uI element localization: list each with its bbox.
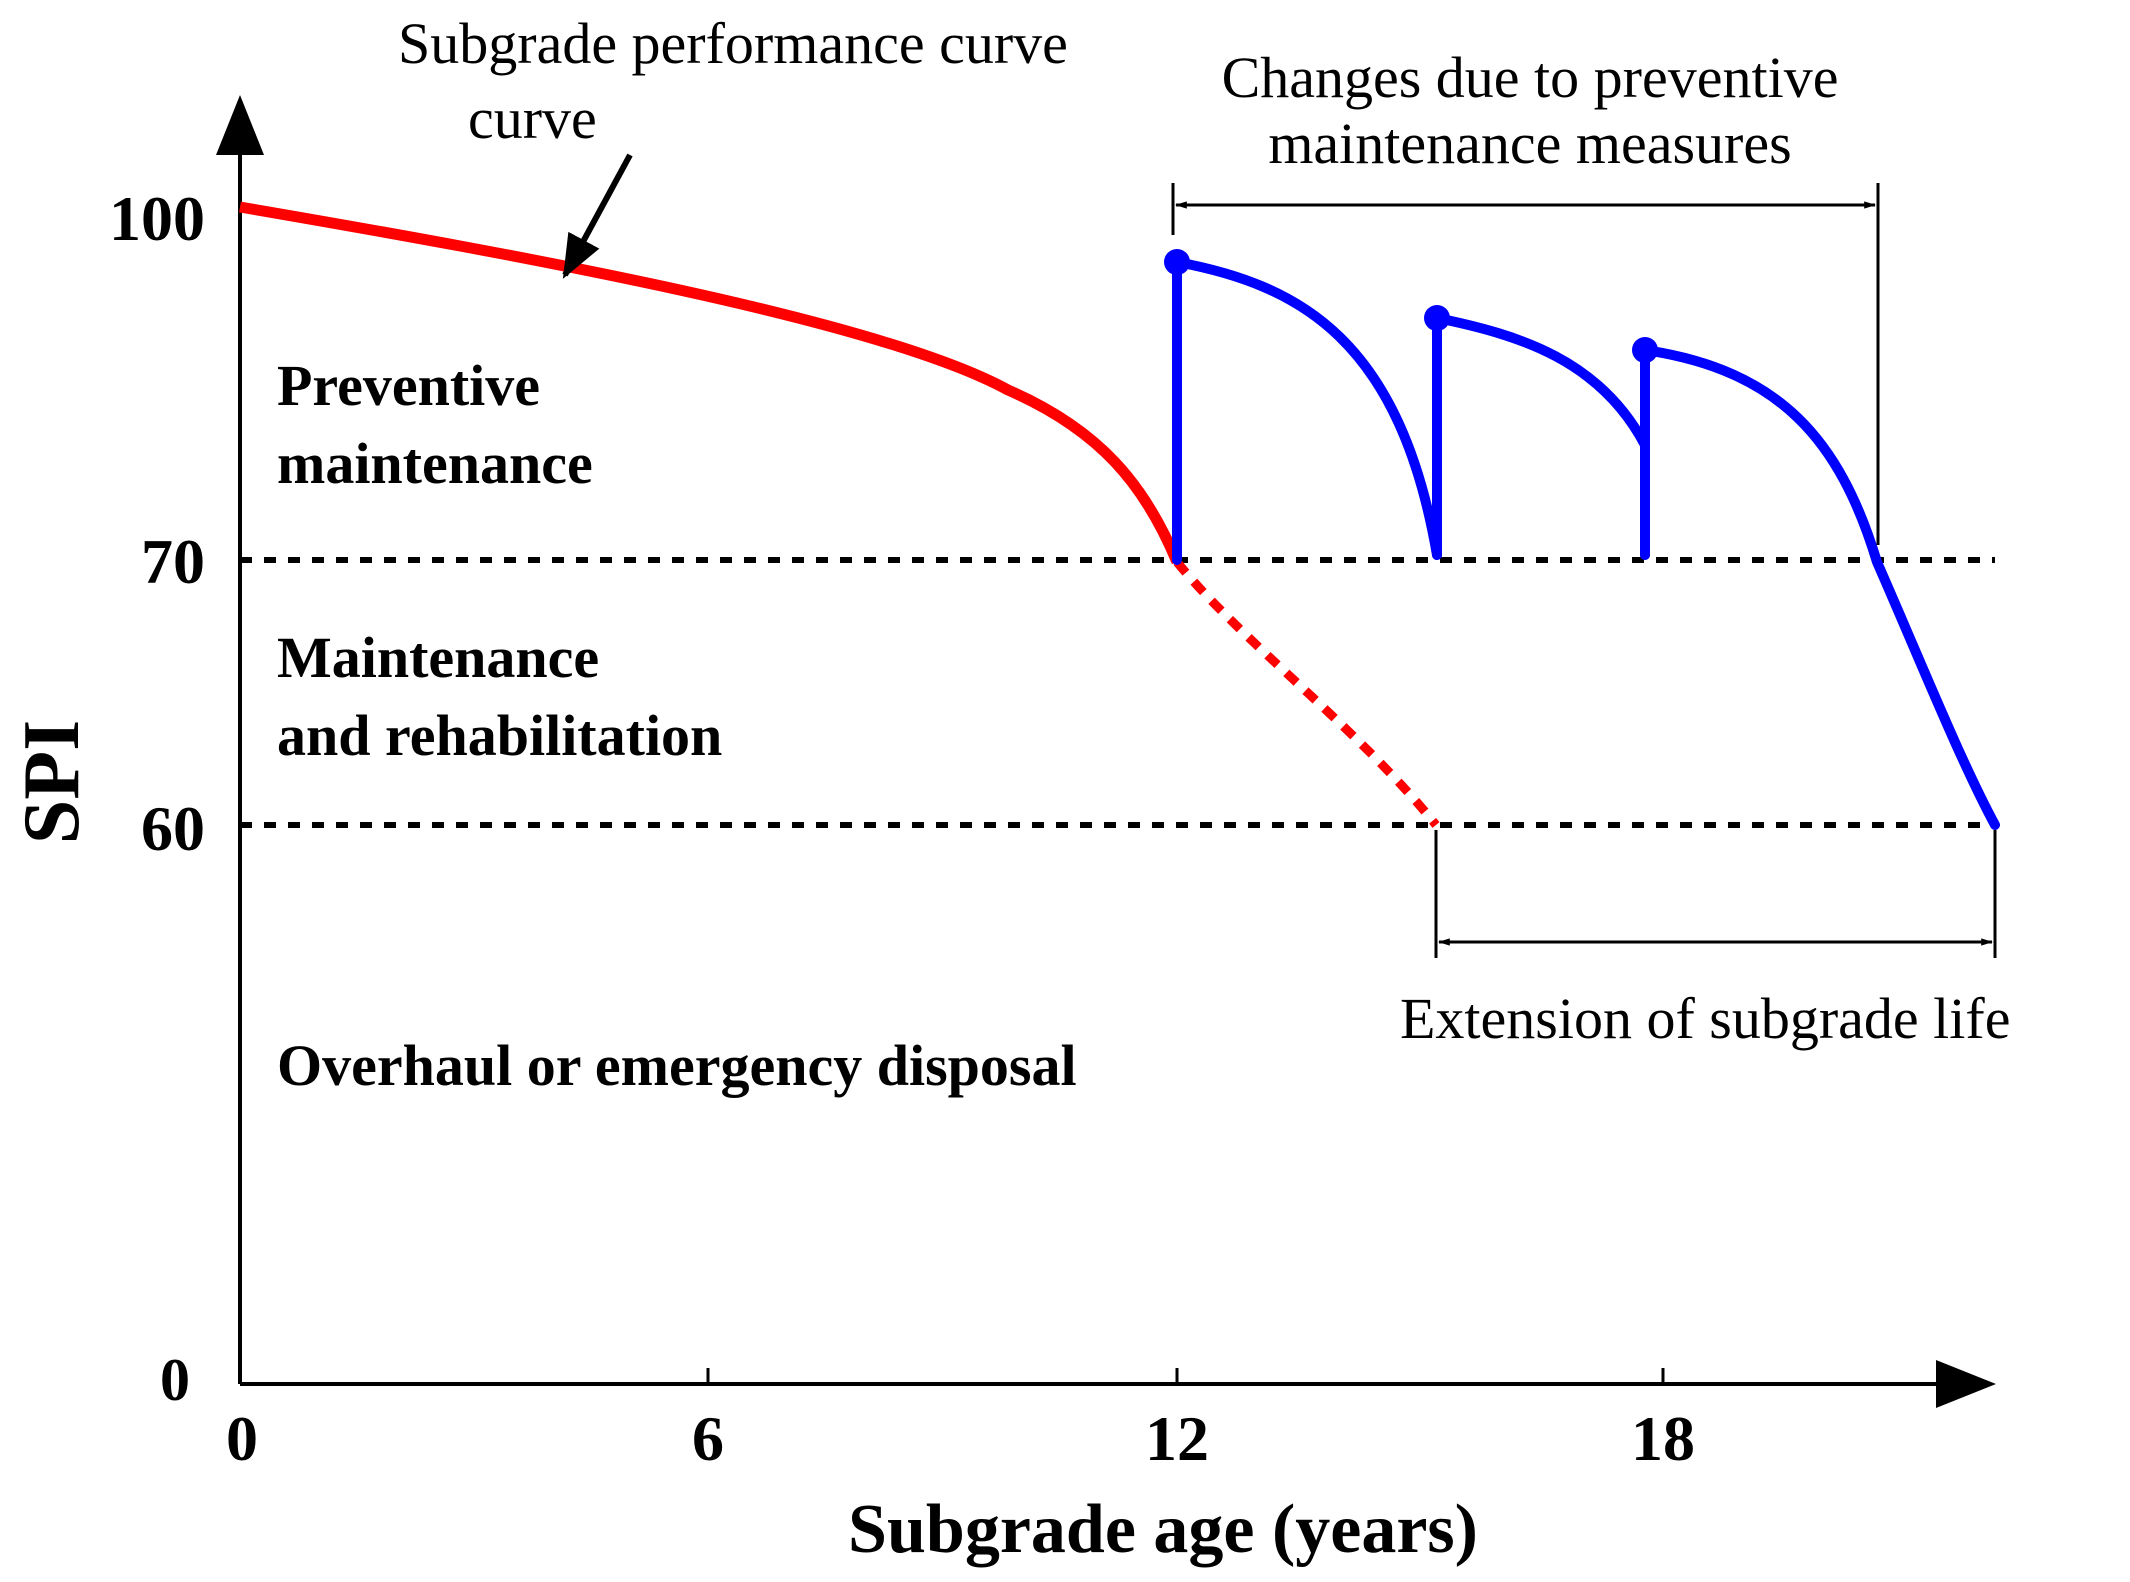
- performance-curve-dotted: [1173, 559, 1440, 828]
- x-tick-18: 18: [1631, 1403, 1695, 1474]
- maintenance-curve-segment-2: [1432, 313, 1650, 560]
- annotation-life-extension: Extension of subgrade life: [1400, 986, 2010, 1051]
- annotation-preventive-line1: Changes due to preventive: [1222, 45, 1839, 110]
- y-tick-100: 100: [109, 183, 205, 254]
- y-axis-label: SPI: [8, 720, 96, 845]
- annotation-performance-line1: Subgrade performance curve: [398, 11, 1068, 76]
- maintenance-point-2: [1424, 305, 1450, 331]
- x-axis-label: Subgrade age (years): [848, 1491, 1478, 1568]
- annotation-preventive-line2: maintenance measures: [1268, 111, 1791, 176]
- region-preventive-line1: Preventive: [277, 353, 540, 418]
- y-tick-70: 70: [141, 526, 205, 597]
- y-axis-arrowhead: [216, 95, 264, 155]
- region-rehab-line2: and rehabilitation: [277, 703, 722, 768]
- maintenance-curve-segment-1: [1172, 257, 1442, 565]
- performance-curve-solid: [239, 201, 1183, 565]
- x-axis-arrowhead: [1936, 1360, 1996, 1408]
- region-rehab-line1: Maintenance: [277, 625, 599, 690]
- x-tick-12: 12: [1145, 1403, 1209, 1474]
- maintenance-point-3: [1632, 337, 1658, 363]
- maintenance-curve: [1164, 249, 2000, 830]
- y-tick-60: 60: [141, 793, 205, 864]
- x-ticks: 0 6 12 18: [226, 1368, 1695, 1474]
- region-overhaul: Overhaul or emergency disposal: [277, 1033, 1077, 1098]
- y-tick-0: 0: [160, 1347, 190, 1413]
- x-tick-6: 6: [692, 1403, 724, 1474]
- annotation-performance-arrow: [562, 153, 633, 279]
- region-labels: Preventive maintenance Maintenance and r…: [277, 353, 1077, 1098]
- maintenance-point-1: [1164, 249, 1190, 275]
- maintenance-curve-segment-3: [1640, 345, 2000, 830]
- annotation-performance-line2: curve: [468, 86, 597, 151]
- region-preventive-line2: maintenance: [277, 431, 593, 496]
- x-tick-0: 0: [226, 1403, 258, 1474]
- y-ticks: 100 70 60 0: [109, 183, 205, 1413]
- axes: [216, 95, 1996, 1408]
